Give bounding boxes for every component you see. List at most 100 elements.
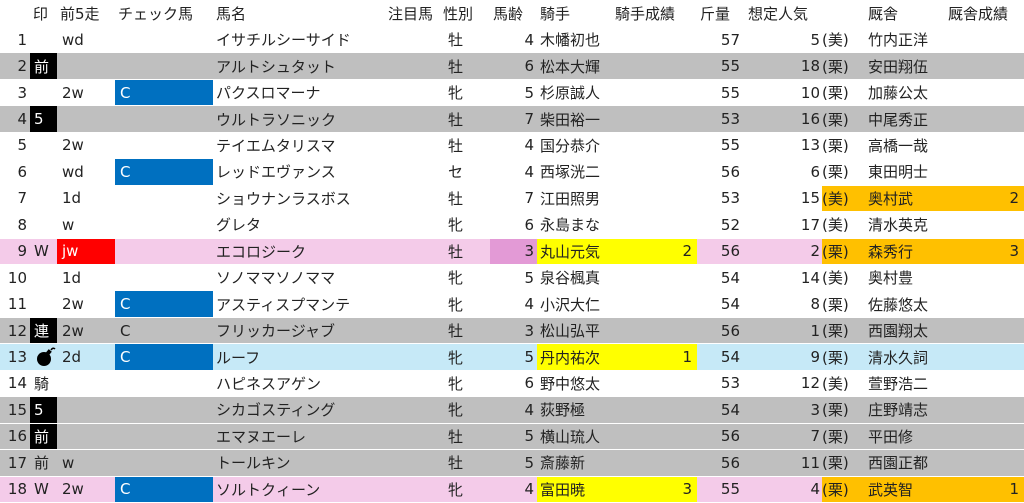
- weight-cell: 54: [720, 268, 740, 287]
- name-cell: イサチルシーサイド: [216, 31, 351, 50]
- weight-cell: 56: [720, 321, 740, 340]
- prev-cell: w: [62, 215, 75, 234]
- region-cell: (栗): [822, 163, 849, 182]
- table-row: 2 前 アルトシュタット 牡 6 松本大輝 55 18 (栗) 安田翔伍: [0, 53, 1024, 79]
- sex-cell: 牡: [448, 110, 464, 129]
- table-row: 8 w グレタ 牝 6 永島まな 52 17 (美) 清水英克: [0, 212, 1024, 237]
- trainer-cell: 西園翔太: [868, 322, 929, 341]
- weight-cell: 56: [720, 427, 740, 446]
- prev-cell: wd: [62, 30, 84, 49]
- name-cell: パクスロマーナ: [216, 84, 321, 103]
- weight-cell: 55: [720, 480, 740, 499]
- jockey-cell: 松本大輝: [540, 57, 601, 76]
- pop-cell: 3: [810, 400, 820, 419]
- mark-cell: W: [34, 242, 49, 261]
- region-cell: (栗): [822, 322, 849, 341]
- region-cell: (栗): [822, 136, 849, 155]
- header-row: 印前5走 チェック馬 馬名 注目馬 性別 馬齢 騎手 騎手成績 斤量 想定人気 厩舎 厩舎成績: [0, 0, 1024, 27]
- age-cell: 7: [524, 189, 534, 208]
- check-cell: C: [115, 159, 213, 185]
- no-cell: 18: [7, 480, 27, 499]
- age-cell: 6: [524, 374, 534, 393]
- name-cell: テイエムタリスマ: [216, 136, 336, 155]
- age-cell: 4: [524, 30, 534, 49]
- weight-cell: 57: [720, 30, 740, 49]
- age-cell: 6: [524, 215, 534, 234]
- header-cell: 注目馬: [388, 5, 434, 23]
- pop-cell: 15: [800, 189, 820, 208]
- sex-cell: 牡: [448, 242, 464, 261]
- trainer-cell: 平田修: [868, 427, 914, 446]
- region-cell: (栗): [822, 454, 849, 473]
- jockey-cell: 西塚洸二: [540, 163, 601, 182]
- table-row: 6 wd C レッドエヴァンスセ 4 西塚洸二 56 6 (栗) 東田明士: [0, 159, 1024, 185]
- age-cell: 5: [524, 453, 534, 472]
- jscore-cell: 1: [612, 344, 697, 370]
- sex-cell: 牡: [448, 136, 464, 155]
- sex-cell: 牡: [448, 31, 464, 50]
- table-row: 7 1d ショウナンラスボス 牡 7 江田照男 53 15 (美) 奥村武 2: [0, 185, 1024, 212]
- table-row: 15 5 シカゴスティング 牝 4 荻野極 54 3 (栗) 庄野靖志: [0, 397, 1024, 423]
- pop-cell: 5: [810, 30, 820, 49]
- jockey-cell: 泉谷楓真: [540, 269, 601, 288]
- prev-cell: 2w: [62, 136, 84, 155]
- table-row: 10 1d ソノママソノママ 牝 5 泉谷楓真 54 14 (美) 奥村豊: [0, 265, 1024, 290]
- mark-cell: 前: [30, 53, 57, 79]
- age-cell: 4: [524, 162, 534, 181]
- region-cell: (美): [822, 31, 849, 50]
- weight-cell: 54: [720, 348, 740, 367]
- pop-cell: 11: [800, 453, 820, 472]
- jockey-cell: 国分恭介: [540, 136, 601, 155]
- no-cell: 8: [17, 215, 27, 234]
- header-cell: 騎手成績: [615, 5, 676, 23]
- pop-cell: 4: [810, 480, 820, 499]
- pop-cell: 2: [810, 242, 820, 261]
- header-cell: 想定人気: [748, 5, 809, 23]
- table-row: 1 wd イサチルシーサイド 牡 4 木幡初也 57 5 (美) 竹内正洋: [0, 27, 1024, 52]
- header-cell: 馬名: [216, 5, 247, 23]
- trainer-cell: 森秀行: [865, 238, 945, 264]
- pop-cell: 16: [800, 110, 820, 129]
- prev-cell: 1d: [62, 189, 82, 208]
- sex-cell: 牡: [448, 322, 464, 341]
- no-cell: 11: [7, 295, 27, 314]
- no-cell: 15: [7, 400, 27, 419]
- mark-cell: 騎: [34, 374, 50, 393]
- header-cell: 印: [33, 5, 49, 23]
- pop-cell: 17: [800, 215, 820, 234]
- name-cell: ハピネスアゲン: [216, 374, 322, 393]
- mark-cell: [30, 344, 57, 369]
- region-cell: (栗): [822, 110, 849, 129]
- trainer-cell: 武英智: [865, 476, 945, 502]
- table-row: 5 2w テイエムタリスマ 牡 4 国分恭介 55 13 (栗) 高橋一哉: [0, 133, 1024, 158]
- sex-cell: 牝: [448, 401, 464, 420]
- name-cell: フリッカージャブ: [216, 322, 335, 341]
- name-cell: トールキン: [216, 454, 291, 473]
- no-cell: 6: [17, 162, 27, 181]
- mark-cell: W: [34, 480, 49, 499]
- table-row: 12 連 2w C フリッカージャブ 牡 3 松山弘平 56 1 (栗) 西園翔太: [0, 317, 1024, 344]
- weight-cell: 56: [720, 162, 740, 181]
- weight-cell: 55: [720, 136, 740, 155]
- table-row: 3 2w C パクスロマーナ 牝 5 杉原誠人 55 10 (栗) 加藤公太: [0, 79, 1024, 106]
- no-cell: 10: [7, 268, 27, 287]
- name-cell: ウルトラソニック: [216, 110, 337, 129]
- name-cell: ルーフ: [216, 348, 261, 367]
- weight-cell: 55: [720, 57, 740, 76]
- weight-cell: 53: [720, 189, 740, 208]
- pop-cell: 10: [800, 83, 820, 102]
- trainer-cell: 竹内正洋: [868, 31, 929, 50]
- no-cell: 7: [17, 189, 27, 208]
- sex-cell: 牝: [448, 216, 464, 235]
- jockey-cell: 富田暁: [537, 476, 612, 502]
- weight-cell: 56: [720, 453, 740, 472]
- pop-cell: 6: [810, 162, 820, 181]
- age-cell: 4: [524, 400, 534, 419]
- header-cell: 斤量: [700, 5, 731, 23]
- region-cell: (栗): [822, 401, 849, 420]
- name-cell: アルトシュタット: [216, 57, 336, 76]
- prev-cell: 2w: [62, 321, 84, 340]
